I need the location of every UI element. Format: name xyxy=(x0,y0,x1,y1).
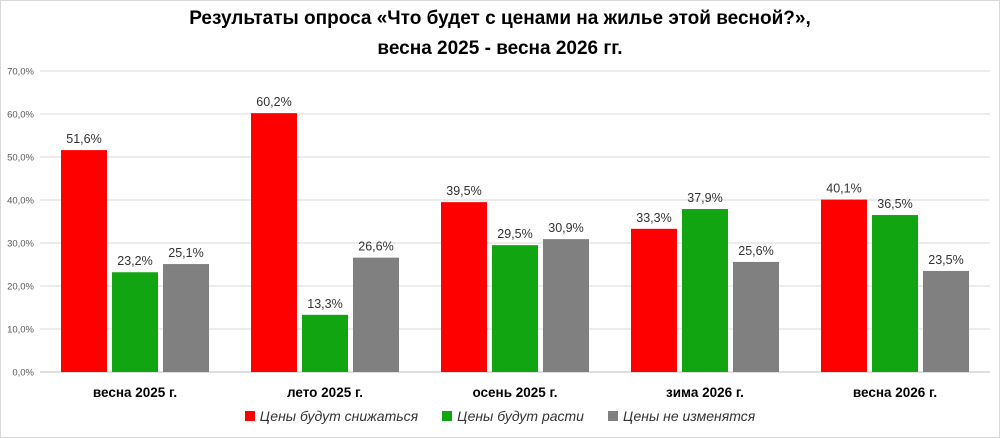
bar xyxy=(112,272,158,372)
bar xyxy=(682,209,728,372)
bar xyxy=(163,264,209,372)
y-tick-label: 40,0% xyxy=(7,196,34,207)
legend-label-unchanged: Цены не изменятся xyxy=(622,408,756,424)
data-label: 23,2% xyxy=(117,254,152,268)
legend-swatch-increase xyxy=(442,411,453,421)
y-tick-label: 60,0% xyxy=(7,110,34,121)
bar xyxy=(543,239,589,372)
x-tick-label: весна 2026 г. xyxy=(853,385,937,400)
chart-title-line-2: весна 2025 - весна 2026 гг. xyxy=(377,38,623,59)
legend-swatch-decrease xyxy=(244,411,255,421)
x-tick-label: осень 2025 г. xyxy=(472,385,557,400)
bar xyxy=(441,202,487,372)
bar xyxy=(631,228,677,372)
bar xyxy=(251,113,297,372)
x-tick-label: весна 2025 г. xyxy=(93,385,177,400)
data-label: 33,3% xyxy=(636,211,671,225)
legend-label-increase: Цены будут расти xyxy=(457,408,584,424)
data-label: 23,5% xyxy=(928,253,963,267)
y-tick-label: 30,0% xyxy=(7,239,34,250)
data-label: 25,1% xyxy=(168,246,203,260)
data-label: 37,9% xyxy=(687,191,722,205)
data-label: 40,1% xyxy=(826,182,861,196)
legend-item-increase: Цены будут расти xyxy=(442,408,584,424)
data-label: 25,6% xyxy=(738,244,773,258)
bar xyxy=(492,245,538,372)
y-tick-label: 20,0% xyxy=(7,282,34,293)
x-tick-label: зима 2026 г. xyxy=(666,385,744,400)
data-label: 39,5% xyxy=(446,184,481,198)
chart-title-line-1: Результаты опроса «Что будет с ценами на… xyxy=(189,8,811,29)
data-label: 26,6% xyxy=(358,240,393,254)
data-label: 29,5% xyxy=(497,227,532,241)
bar xyxy=(302,314,348,372)
data-label: 36,5% xyxy=(877,197,912,211)
y-tick-label: 70,0% xyxy=(7,67,34,78)
data-label: 13,3% xyxy=(307,297,342,311)
chart-legend: Цены будут снижаться Цены будут расти Це… xyxy=(0,408,1000,424)
legend-item-unchanged: Цены не изменятся xyxy=(607,408,756,424)
y-tick-label: 50,0% xyxy=(7,153,34,164)
bar xyxy=(923,270,969,372)
x-tick-label: лето 2025 г. xyxy=(287,385,363,400)
data-label: 51,6% xyxy=(66,132,101,146)
bar xyxy=(733,261,779,372)
bar xyxy=(821,199,867,372)
legend-swatch-unchanged xyxy=(607,411,618,421)
legend-item-decrease: Цены будут снижаться xyxy=(244,408,419,424)
bar xyxy=(872,215,918,372)
data-label: 30,9% xyxy=(548,221,583,235)
bar xyxy=(353,257,399,372)
bar xyxy=(61,150,107,372)
y-tick-label: 0,0% xyxy=(12,368,34,379)
legend-label-decrease: Цены будут снижаться xyxy=(259,408,419,424)
y-tick-label: 10,0% xyxy=(7,325,34,336)
data-label: 60,2% xyxy=(256,95,291,109)
